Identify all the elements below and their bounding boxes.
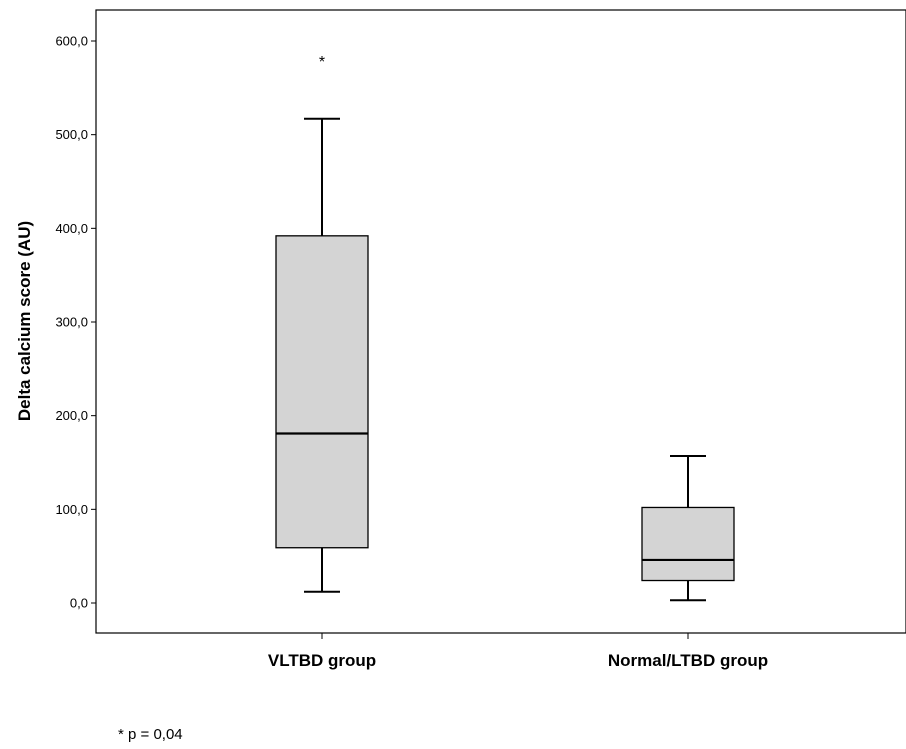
plot-border [95, 9, 906, 634]
box-group: * [275, 54, 369, 593]
box-iqr [275, 235, 369, 549]
boxes: * [275, 54, 735, 602]
y-tick-label: 100,0 [55, 502, 88, 517]
box-group [641, 454, 735, 602]
footnote: * p = 0,04 [118, 726, 183, 743]
y-axis-title: Delta calcium score (AU) [15, 221, 34, 421]
x-tick-label: VLTBD group [268, 651, 376, 670]
y-tick-label: 400,0 [55, 221, 88, 236]
outlier-marker: * [319, 54, 325, 71]
x-axis: VLTBD group Normal/LTBD group [268, 633, 768, 670]
y-tick-label: 0,0 [70, 596, 88, 611]
y-tick-label: 200,0 [55, 408, 88, 423]
y-tick-label: 300,0 [55, 315, 88, 330]
y-tick-label: 600,0 [55, 34, 88, 49]
x-tick-label: Normal/LTBD group [608, 651, 768, 670]
box-iqr [641, 506, 735, 582]
y-axis: 0,0 100,0 200,0 300,0 400,0 500,0 600,0 [55, 34, 96, 611]
plot-area [95, 9, 906, 634]
y-tick-label: 500,0 [55, 127, 88, 142]
